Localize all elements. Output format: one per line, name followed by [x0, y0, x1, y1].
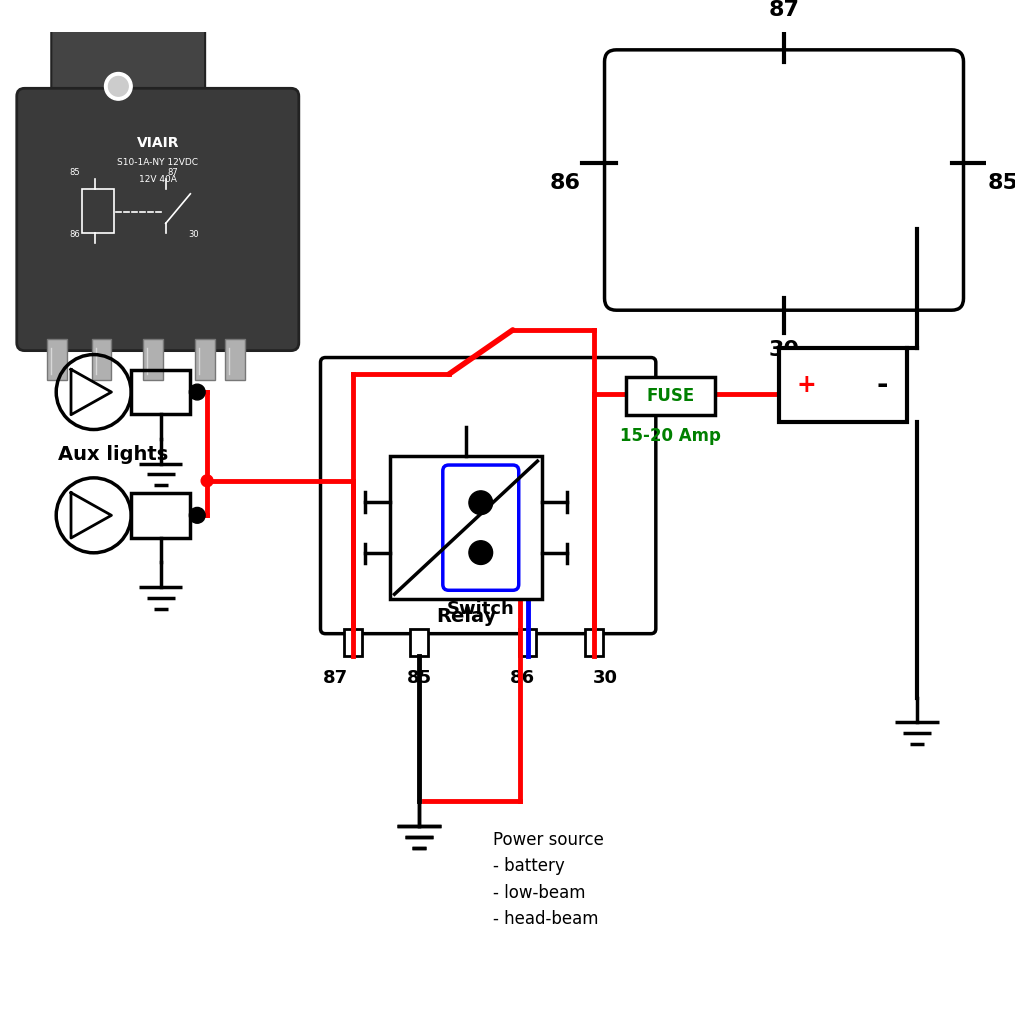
- Text: FUSE: FUSE: [647, 387, 694, 406]
- Bar: [131, 370, 191, 415]
- FancyBboxPatch shape: [443, 465, 519, 590]
- Circle shape: [201, 475, 213, 486]
- Bar: [82, 188, 115, 233]
- Text: 87: 87: [167, 168, 178, 177]
- Text: 87: 87: [323, 669, 348, 687]
- Text: -: -: [877, 371, 888, 398]
- Bar: [131, 494, 191, 538]
- Text: 87: 87: [768, 0, 800, 20]
- Circle shape: [109, 77, 128, 96]
- FancyBboxPatch shape: [321, 357, 656, 634]
- Text: Switch: Switch: [447, 600, 515, 618]
- Bar: [225, 339, 245, 380]
- Circle shape: [105, 73, 132, 100]
- Text: 86: 86: [511, 669, 535, 687]
- Bar: [344, 629, 362, 656]
- Bar: [585, 629, 603, 656]
- Text: Aux lights: Aux lights: [58, 444, 168, 464]
- Text: 86: 86: [549, 173, 581, 194]
- Text: 15-20 Amp: 15-20 Amp: [620, 427, 721, 445]
- Text: 85: 85: [70, 168, 80, 177]
- Text: 12V 40A: 12V 40A: [139, 174, 177, 183]
- Text: +: +: [797, 373, 817, 396]
- Bar: [91, 339, 112, 380]
- FancyBboxPatch shape: [17, 88, 298, 350]
- Bar: [519, 629, 537, 656]
- Text: Relay: Relay: [435, 607, 496, 627]
- Text: 86: 86: [70, 230, 80, 240]
- Bar: [626, 377, 715, 415]
- Text: 30: 30: [768, 340, 800, 359]
- Text: VIAIR: VIAIR: [137, 135, 179, 150]
- Bar: [143, 339, 162, 380]
- Text: 85: 85: [407, 669, 431, 687]
- Text: 30: 30: [188, 230, 199, 240]
- FancyBboxPatch shape: [605, 50, 963, 310]
- FancyBboxPatch shape: [52, 0, 205, 134]
- Text: 85: 85: [988, 173, 1015, 194]
- Bar: [48, 339, 67, 380]
- Bar: [195, 339, 215, 380]
- Circle shape: [190, 384, 205, 400]
- Circle shape: [190, 508, 205, 523]
- Circle shape: [469, 490, 492, 514]
- Bar: [390, 456, 542, 599]
- Bar: [410, 629, 428, 656]
- Bar: [780, 348, 907, 422]
- Text: 30: 30: [593, 669, 618, 687]
- Text: Power source
- battery
- low-beam
- head-beam: Power source - battery - low-beam - head…: [493, 830, 604, 928]
- Circle shape: [469, 541, 492, 564]
- Text: S10-1A-NY 12VDC: S10-1A-NY 12VDC: [118, 158, 198, 167]
